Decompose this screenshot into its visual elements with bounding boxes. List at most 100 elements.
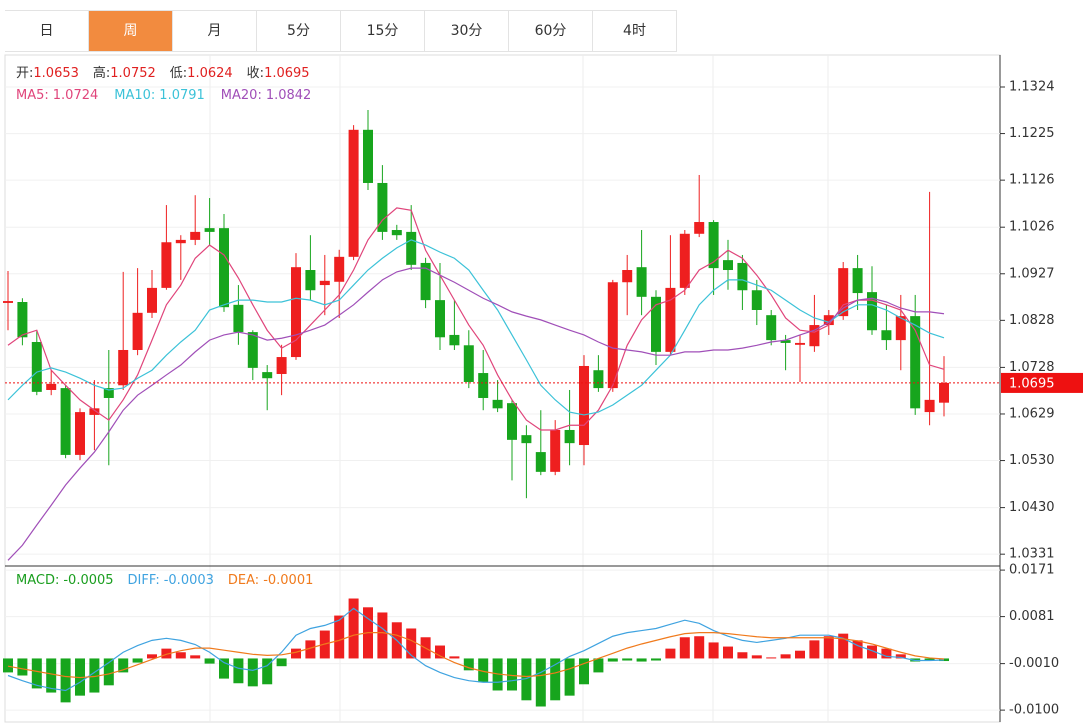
candle-body <box>233 304 244 333</box>
y-tick-label: -0.0010 <box>1009 656 1059 671</box>
candle-body <box>766 315 777 341</box>
last-price-label: 1.0695 <box>1009 376 1055 391</box>
info-label: 收: <box>247 66 264 81</box>
candle-body <box>593 370 604 389</box>
macd-bar <box>233 658 244 684</box>
legend-name: MA5: <box>16 88 49 103</box>
candle-body <box>449 334 460 346</box>
candle-body <box>420 262 431 301</box>
candle-body <box>535 452 546 472</box>
macd-bar <box>867 645 877 659</box>
indicator-line <box>7 607 945 692</box>
indicator-line <box>7 207 945 431</box>
y-tick-label: 1.0828 <box>1009 313 1055 328</box>
period-tab[interactable]: 5分 <box>257 11 341 51</box>
candle-body <box>463 345 474 382</box>
candle-body <box>521 435 532 444</box>
legend-name: DIFF: <box>128 573 160 588</box>
period-tab[interactable]: 15分 <box>341 11 425 51</box>
macd-bar <box>247 658 258 687</box>
macd-bar <box>607 658 618 662</box>
macd-bar <box>334 615 345 659</box>
candle-body <box>319 280 330 286</box>
period-tab[interactable]: 日 <box>5 11 89 51</box>
legend-value: 1.0791 <box>159 88 205 103</box>
period-tab[interactable]: 周 <box>89 11 173 51</box>
candle-body <box>291 267 301 358</box>
candle-body <box>939 382 949 403</box>
macd-bar <box>679 637 690 659</box>
macd-bar <box>161 648 172 659</box>
candle-body <box>89 408 100 415</box>
macd-bar <box>348 598 359 659</box>
macd-bar <box>507 658 517 691</box>
y-tick-label: 1.0430 <box>1009 500 1055 515</box>
candle-body <box>60 388 71 455</box>
candle-body <box>161 242 172 288</box>
macd-bar <box>665 648 676 659</box>
macd-bar <box>60 658 71 703</box>
macd-bar <box>852 640 863 659</box>
macd-bar <box>175 652 186 659</box>
candle-body <box>867 292 877 331</box>
macd-bar <box>3 658 13 673</box>
macd-bar <box>190 655 201 659</box>
y-tick-label: 1.0629 <box>1009 406 1055 421</box>
legend-value: -0.0003 <box>164 573 214 588</box>
candle-body <box>795 342 805 345</box>
period-tab[interactable]: 4时 <box>593 11 677 51</box>
candle-body <box>31 341 42 392</box>
indicator-line <box>7 239 945 416</box>
macd-bar <box>737 652 748 659</box>
y-tick-label: -0.0100 <box>1009 703 1059 718</box>
legend-name: MACD: <box>16 573 59 588</box>
info-label: 低: <box>170 66 187 81</box>
candle-body <box>665 287 676 352</box>
macd-bar <box>579 658 589 685</box>
macd-bar <box>694 636 705 659</box>
macd-bar <box>377 612 388 659</box>
period-tabs: 日周月 5分 15分 30分 60分 4时 <box>5 10 677 52</box>
y-tick-label: 0.0081 <box>1009 609 1055 624</box>
candle-body <box>363 129 373 183</box>
candle-body <box>262 372 273 379</box>
macd-bar <box>132 658 143 663</box>
candle-body <box>478 373 489 398</box>
candle-body <box>17 302 28 338</box>
y-tick-label: 1.1225 <box>1009 126 1055 141</box>
info-value: 1.0695 <box>264 66 310 81</box>
candle-body <box>147 287 157 313</box>
macd-bar <box>881 648 892 659</box>
candle-body <box>305 270 316 291</box>
macd-bar <box>147 654 157 659</box>
period-tab[interactable]: 60分 <box>509 11 593 51</box>
candle-body <box>838 268 849 317</box>
candle-body <box>636 267 647 297</box>
candle-body <box>924 399 935 413</box>
period-tab[interactable]: 月 <box>173 11 257 51</box>
candle-body <box>723 260 733 271</box>
macd-bar <box>291 648 301 659</box>
period-tab[interactable]: 30分 <box>425 11 509 51</box>
macd-bar <box>895 654 906 659</box>
macd-bar <box>535 658 546 707</box>
macd-bar <box>564 658 575 696</box>
candle-body <box>823 315 834 326</box>
candle-body <box>3 301 13 303</box>
macd-bar <box>118 658 129 673</box>
info-value: 1.0653 <box>33 66 79 81</box>
candle-body <box>46 383 57 390</box>
candle-body <box>708 222 719 269</box>
candle-body <box>103 388 114 398</box>
macd-bar <box>89 658 100 693</box>
candle-body <box>276 357 287 374</box>
candle-body <box>75 412 85 455</box>
macd-bar <box>636 658 647 662</box>
y-tick-label: 1.0530 <box>1009 453 1055 468</box>
date-grid <box>209 55 829 722</box>
macd-bar <box>276 658 287 667</box>
ma-legend: MA5: 1.0724 MA10: 1.0791 MA20: 1.0842 <box>16 88 311 103</box>
legend-value: -0.0001 <box>263 573 313 588</box>
y-tick-label: 1.0728 <box>1009 360 1055 375</box>
macd-bar <box>838 633 849 659</box>
